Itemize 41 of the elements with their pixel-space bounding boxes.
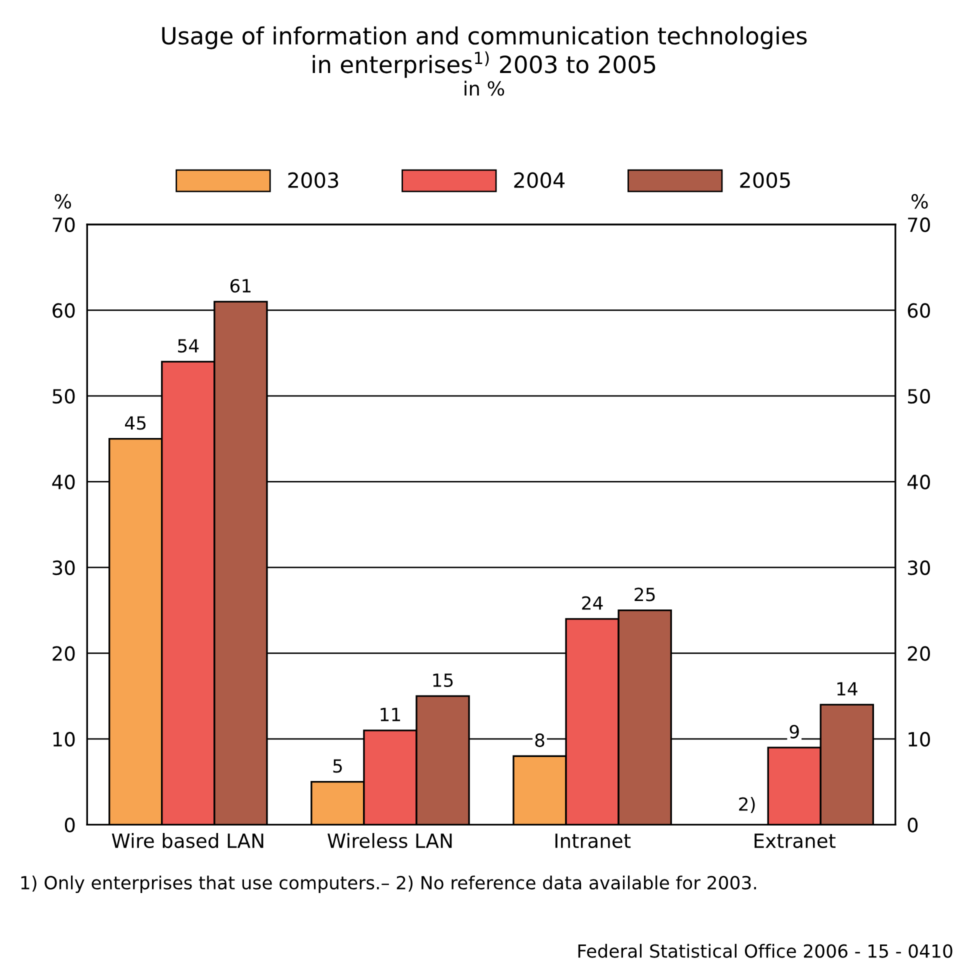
x-tick-label: Intranet [555, 834, 631, 848]
y-tick-label: 0 [64, 818, 75, 832]
y-tick-label: 20 [52, 646, 75, 661]
y-tick-label: 50 [52, 388, 75, 404]
y2-tick-label: 0 [908, 818, 918, 832]
y-tick-label: 70 [52, 217, 75, 232]
y2-axis-title: % [911, 194, 928, 209]
text: 1) Only enterprises that use computers.– 2) No reference data available for 2003. [21, 876, 756, 894]
x-tick-label: Extranet [754, 834, 836, 848]
y2-tick-label: 40 [907, 474, 930, 490]
legend-label: 2005 [740, 172, 790, 188]
x-tick-label: Wire based LAN [112, 833, 264, 848]
legend-label: 2003 [288, 172, 338, 188]
y-tick-label: 30 [52, 560, 75, 576]
data-label: 8 [535, 733, 544, 748]
data-label: 24 [582, 596, 603, 610]
data-label: 45 [125, 416, 146, 430]
data-label: 14 [837, 682, 858, 696]
y2-tick-label: 60 [908, 303, 930, 318]
legend-label: 2004 [514, 172, 565, 188]
x-tick-label: Wireless LAN [328, 833, 452, 848]
data-label: 61 [230, 278, 251, 293]
y-tick-label: 10 [53, 732, 75, 747]
y-tick-label: 60 [52, 303, 75, 318]
y2-tick-label: 50 [908, 388, 930, 404]
data-label: 54 [178, 339, 199, 353]
y2-tick-label: 20 [908, 646, 930, 661]
y2-tick-label: 30 [908, 560, 930, 576]
y-axis-title: % [54, 194, 72, 209]
text: Federal Statistical Office 2006 - 15 - 0410 [578, 944, 952, 958]
y-tick-label: 40 [52, 474, 75, 490]
data-label: 9 [790, 724, 799, 738]
data-label: 5 [333, 759, 342, 773]
data-label: 11 [380, 708, 400, 722]
chart-subtitle: in % [464, 80, 504, 96]
chart-title: Usage of information and communication technologies in enterprises$^{1)}$ 2003 to 2005 [162, 26, 807, 78]
y2-tick-label: 10 [908, 732, 930, 747]
data-label: 25 [634, 588, 655, 602]
y2-tick-label: 70 [908, 217, 930, 232]
data-label: 15 [433, 674, 453, 688]
annotation: 2) [739, 796, 755, 814]
